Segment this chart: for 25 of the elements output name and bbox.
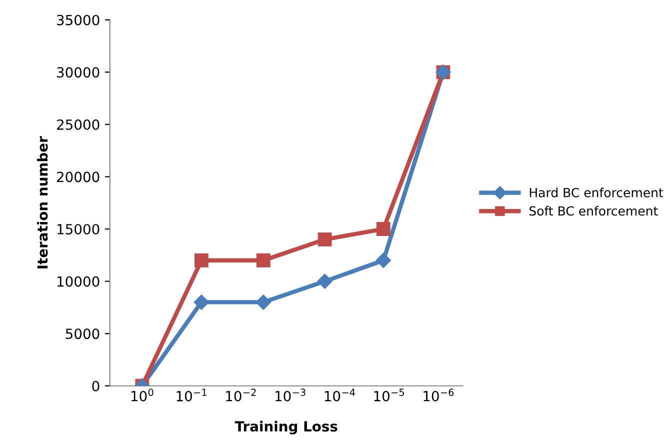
x-tick-label: 10$^{−5}$	[374, 388, 404, 402]
y-tick-label: 25000	[57, 119, 100, 130]
y-axis-title: Iteration number	[36, 136, 48, 268]
x-tick-label: 10$^{−6}$	[424, 388, 454, 402]
x-tick-label: 10$^{−2}$	[226, 388, 256, 402]
point	[256, 294, 271, 310]
point	[256, 253, 270, 268]
y-tick-label: 30000	[57, 67, 100, 78]
legend-label: Soft BC enforcement	[530, 206, 658, 216]
y-tick-label: 35000	[57, 14, 100, 26]
x-axis-title: Training Loss	[234, 420, 338, 434]
x-tick-label: 10$^{−4}$	[324, 388, 355, 402]
y-tick-label: 0	[92, 380, 100, 392]
y-tick-label: 20000	[57, 172, 100, 182]
y-tick-label: 15000	[58, 224, 100, 234]
point	[376, 252, 391, 268]
point	[317, 274, 332, 289]
point	[318, 232, 332, 246]
point	[376, 222, 390, 236]
x-tick-label: 10$^{0}$	[131, 388, 154, 402]
x-tick-label: 10$^{−1}$	[176, 388, 206, 402]
legend-label: Hard BC enforcement	[530, 188, 664, 198]
y-tick-label: 10000	[58, 276, 100, 287]
x-tick-label: 10$^{−3}$	[275, 388, 306, 402]
y-tick-label: 5000	[66, 328, 100, 340]
